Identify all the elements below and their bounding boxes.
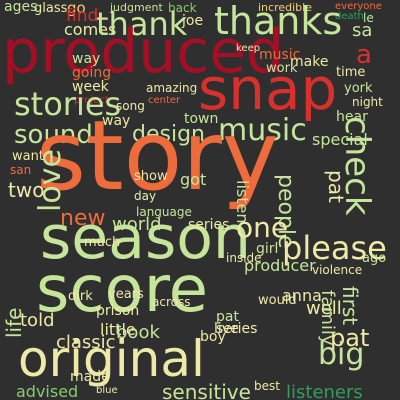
cloud-word: classic — [56, 332, 116, 353]
cloud-word: back — [168, 1, 197, 15]
cloud-word: way — [72, 51, 101, 67]
cloud-word: pat — [330, 324, 370, 352]
cloud-word: judgment — [110, 1, 163, 14]
cloud-word: thanks — [214, 0, 343, 43]
cloud-word: show — [134, 169, 168, 184]
cloud-word: live — [214, 321, 239, 337]
cloud-word: series — [188, 217, 230, 233]
cloud-word: book — [116, 322, 160, 343]
cloud-word: music — [259, 47, 301, 63]
cloud-word: big — [318, 337, 365, 372]
cloud-word: dirk — [68, 289, 93, 304]
cloud-word: two — [8, 178, 45, 202]
cloud-word: new — [60, 206, 106, 231]
cloud-word: language — [136, 205, 192, 219]
cloud-word: anna — [282, 286, 322, 305]
cloud-word: first — [338, 286, 362, 326]
cloud-word: a — [356, 40, 372, 70]
cloud-word: producer — [244, 256, 316, 275]
cloud-word: told — [20, 310, 55, 331]
cloud-word: make — [290, 54, 329, 70]
cloud-word: boy — [200, 329, 226, 345]
cloud-word: blue — [96, 385, 118, 396]
cloud-word: one — [236, 211, 289, 244]
cloud-word: much — [84, 235, 121, 250]
cloud-word: find — [66, 6, 99, 26]
cloud-word: series — [216, 321, 258, 337]
cloud-word: hear — [336, 109, 368, 125]
cloud-word: amazing — [146, 81, 198, 95]
cloud-word: day — [134, 189, 157, 203]
cloud-word: made — [70, 369, 110, 385]
cloud-word: design — [132, 122, 205, 147]
cloud-word: project — [74, 95, 109, 106]
cloud-word: everyone — [335, 1, 382, 12]
cloud-word: sa — [352, 20, 373, 41]
cloud-word: want — [12, 149, 44, 164]
cloud-word: le — [363, 11, 374, 25]
cloud-word: snap — [198, 55, 338, 123]
cloud-word: years — [108, 287, 144, 302]
cloud-word: town — [184, 111, 219, 127]
cloud-word: well — [306, 298, 342, 319]
cloud-word: work — [266, 61, 298, 76]
cloud-word: world — [112, 214, 162, 235]
cloud-word: time — [336, 65, 366, 80]
cloud-word: original — [18, 330, 205, 388]
cloud-word: ago — [362, 251, 387, 266]
cloud-word: little — [100, 320, 136, 339]
cloud-word: stories — [14, 85, 122, 123]
cloud-word: song — [116, 99, 145, 113]
cloud-word: special — [312, 130, 368, 149]
cloud-word: center — [148, 95, 181, 106]
cloud-word: going — [72, 65, 112, 81]
cloud-word: san — [10, 163, 32, 177]
cloud-word: way — [102, 113, 131, 129]
cloud-word: york — [344, 81, 373, 96]
cloud-word: best — [254, 379, 280, 393]
cloud-word: sound — [14, 120, 93, 150]
cloud-word: pat — [216, 309, 239, 325]
cloud-word: night — [352, 95, 383, 109]
cloud-word: pat — [324, 170, 348, 203]
cloud-word: death — [335, 11, 364, 22]
cloud-word: advised — [16, 382, 79, 400]
cloud-word: violence — [312, 263, 363, 277]
cloud-word: listeners — [286, 382, 363, 400]
cloud-word: girl — [256, 241, 279, 257]
cloud-word: music — [218, 113, 307, 148]
cloud-word: glass — [34, 1, 68, 16]
cloud-word: thank — [96, 5, 188, 43]
cloud-word: comes — [64, 20, 117, 39]
cloud-word: inside — [226, 251, 262, 265]
cloud-word: week — [72, 79, 109, 95]
cloud-word: would — [258, 293, 297, 308]
cloud-word: joe — [182, 13, 204, 29]
cloud-word: go — [67, 0, 86, 17]
cloud-word: please — [282, 229, 387, 267]
cloud-word: story — [36, 100, 279, 212]
cloud-word: incredible — [258, 1, 312, 14]
cloud-word: produced — [2, 17, 285, 87]
cloud-word: score — [36, 253, 208, 327]
cloud-word: got — [180, 170, 207, 189]
cloud-word: sensitive — [162, 380, 251, 400]
cloud-word: ages — [4, 0, 38, 15]
cloud-word: season — [40, 203, 251, 273]
cloud-word: across — [152, 295, 191, 309]
cloud-word: prison — [96, 303, 140, 319]
cloud-word: keep — [236, 43, 261, 54]
